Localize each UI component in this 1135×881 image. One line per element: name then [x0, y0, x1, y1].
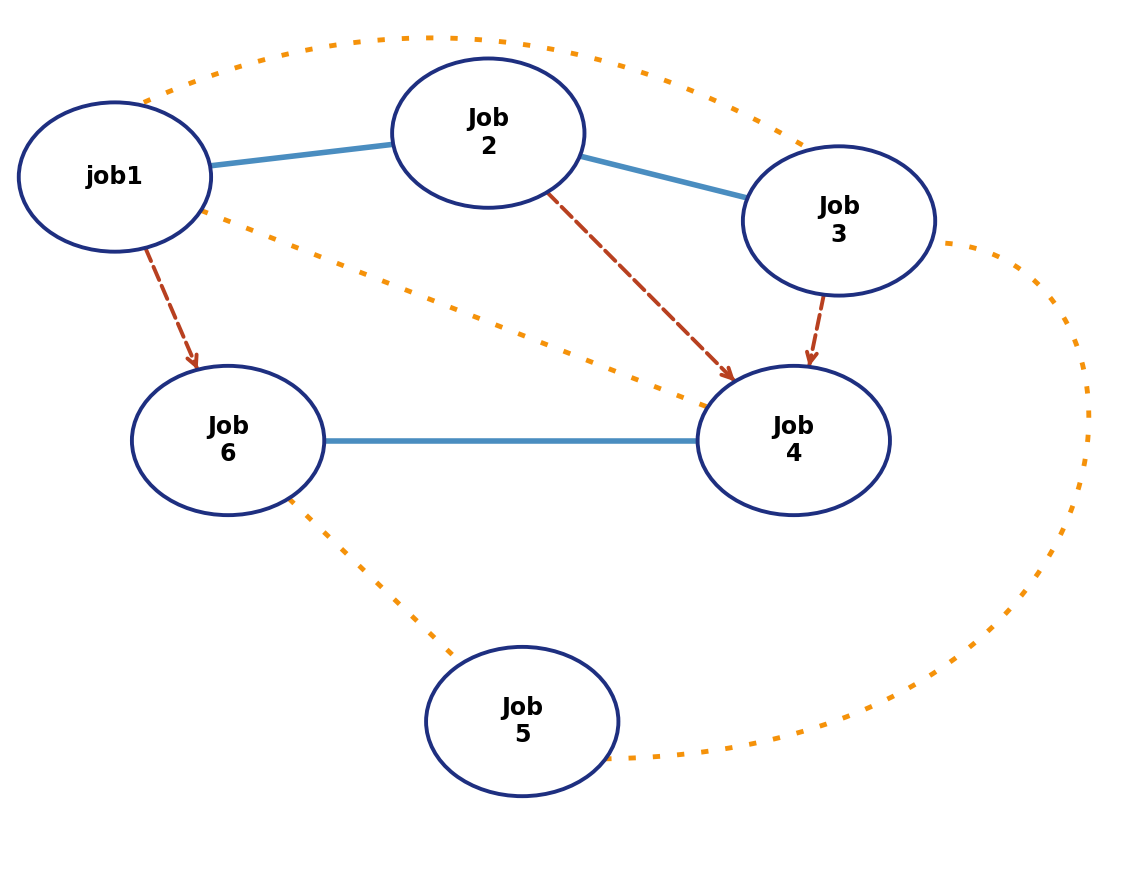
Text: job1: job1	[86, 165, 144, 189]
Text: Job
3: Job 3	[818, 195, 860, 247]
Ellipse shape	[698, 366, 890, 515]
Text: Job
6: Job 6	[207, 415, 250, 466]
Ellipse shape	[132, 366, 325, 515]
Ellipse shape	[392, 58, 585, 208]
Text: Job
4: Job 4	[773, 415, 815, 466]
Ellipse shape	[426, 647, 619, 796]
Ellipse shape	[743, 146, 935, 296]
Text: Job
2: Job 2	[468, 107, 510, 159]
Ellipse shape	[19, 102, 211, 252]
Text: Job
5: Job 5	[502, 696, 544, 747]
